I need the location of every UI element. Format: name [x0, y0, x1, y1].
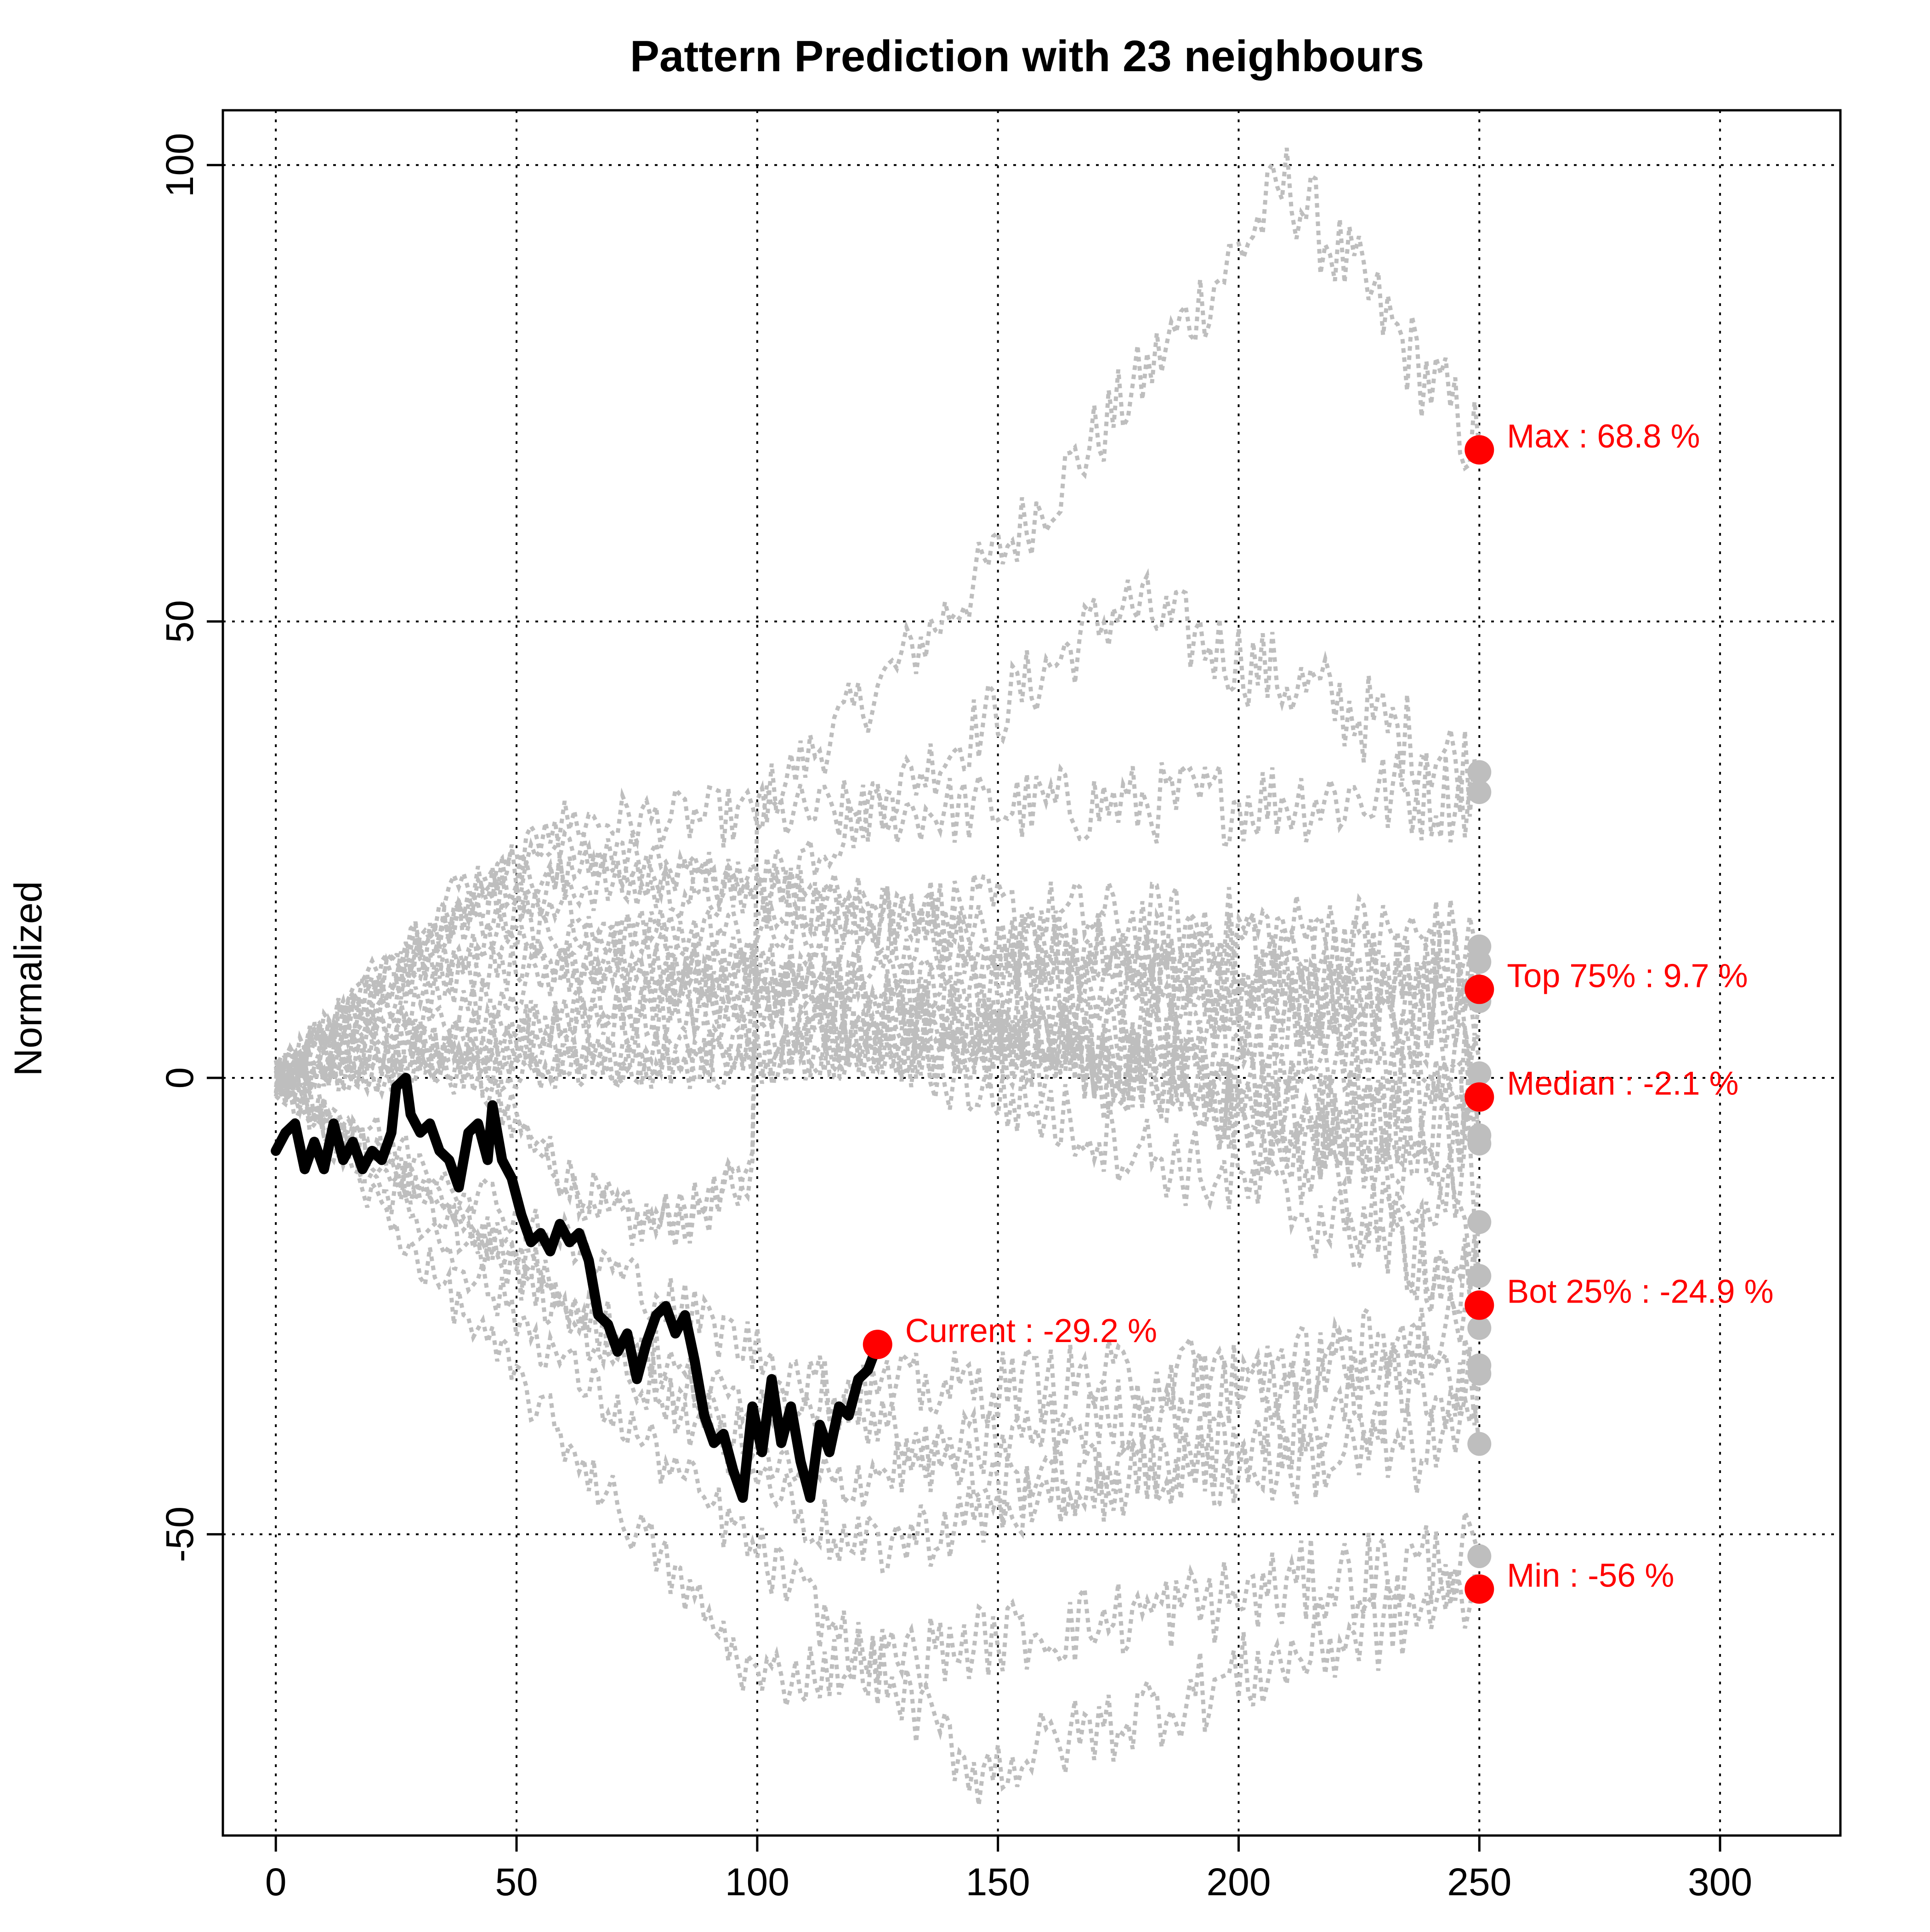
grid-lines — [223, 110, 1840, 1836]
neighbour-endpoint-dot — [1467, 1132, 1492, 1156]
x-tick-label: 300 — [1688, 1860, 1752, 1904]
marker-dot — [1465, 1290, 1494, 1320]
y-tick-label: 50 — [158, 600, 201, 643]
neighbour-endpoint-dot — [1467, 1432, 1492, 1456]
marker-dot — [1465, 1574, 1494, 1604]
plot-frame — [221, 109, 1842, 1837]
neighbour-endpoint-dot — [1467, 1061, 1492, 1086]
neighbour-line — [274, 752, 1482, 1090]
y-tick-label: 100 — [158, 133, 201, 197]
y-tick-label: 0 — [158, 1067, 201, 1089]
neighbour-endpoint-dot — [1467, 1544, 1492, 1569]
x-tick-label: 100 — [725, 1860, 789, 1904]
neighbour-line — [273, 838, 1482, 1093]
x-tick-label: 0 — [265, 1860, 287, 1904]
neighbour-line — [273, 1059, 1482, 1806]
x-tick-label: 150 — [966, 1860, 1030, 1904]
markers-group: Current : -29.2 % Max : 68.8 % Top 75% : 9… — [863, 418, 1774, 1604]
marker-label: Max : 68.8 % — [1507, 418, 1700, 455]
marker-dot — [863, 1330, 892, 1360]
neighbour-endpoint-dot — [1467, 950, 1492, 974]
neighbour-line — [274, 147, 1482, 1246]
marker-label: Min : -56 % — [1507, 1558, 1674, 1594]
neighbour-endpoint-dot — [1467, 1361, 1492, 1386]
neighbour-line — [273, 854, 1481, 1084]
neighbour-endpoint-dot — [1467, 1264, 1492, 1288]
current-series-line — [271, 1073, 883, 1503]
neighbour-endpoint-dot — [1467, 1316, 1492, 1340]
marker-label: Current : -29.2 % — [905, 1313, 1157, 1349]
marker-dot — [1465, 435, 1494, 465]
y-tick-label: -50 — [158, 1507, 201, 1562]
neighbour-line — [273, 1071, 1482, 1430]
marker-label: Bot 25% : -24.9 % — [1507, 1274, 1773, 1310]
marker-label: Median : -2.1 % — [1507, 1065, 1738, 1102]
neighbour-endpoint-dot — [1467, 780, 1492, 805]
neighbour-line — [273, 951, 1482, 1091]
x-tick-label: 50 — [495, 1860, 538, 1904]
neighbour-line — [273, 871, 1482, 1222]
neighbour-line — [274, 1057, 1482, 1525]
marker-dot — [1465, 974, 1494, 1004]
neighbour-line — [273, 892, 1482, 1171]
y-axis-label: Normalized — [6, 881, 50, 1076]
neighbour-endpoint-dot — [1467, 760, 1492, 784]
current-series-group — [271, 1073, 883, 1503]
marker-dot — [1465, 1082, 1494, 1112]
x-tick-label: 200 — [1206, 1860, 1271, 1904]
x-tick-label: 250 — [1447, 1860, 1511, 1904]
chart-title: Pattern Prediction with 23 neighbours — [630, 32, 1424, 81]
neighbour-series-group — [273, 147, 1482, 1806]
neighbour-line — [275, 820, 1482, 1094]
neighbour-line — [274, 953, 1482, 1309]
neighbour-line — [273, 1059, 1482, 1508]
marker-label: Top 75% : 9.7 % — [1507, 958, 1748, 994]
neighbour-line — [274, 568, 1482, 1247]
axes-group: 0 50 100 150 200 250 300 -50 0 50 100 — [158, 133, 1752, 1904]
neighbour-endpoint-dot — [1467, 1210, 1492, 1234]
